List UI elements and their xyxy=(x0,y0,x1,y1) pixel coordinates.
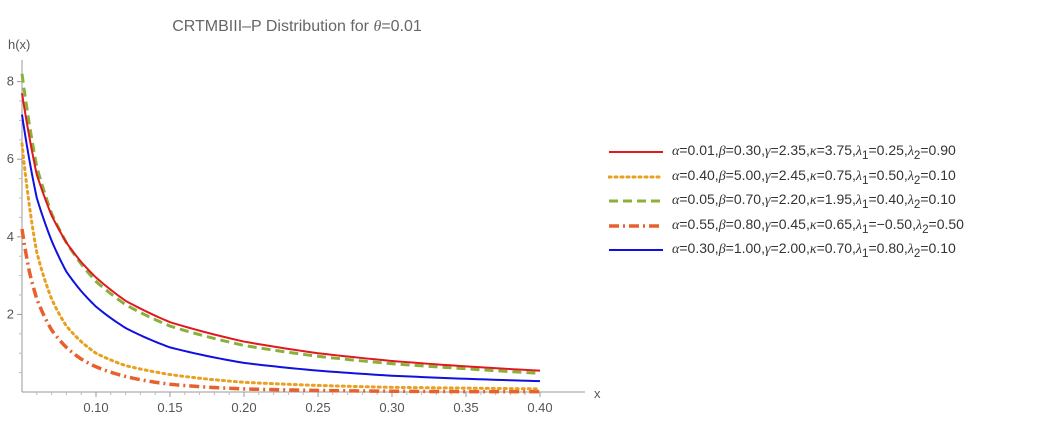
legend-item-1: α=0.01,β=0.30,γ=2.35,κ=3.75,λ1=0.25,λ2=0… xyxy=(608,140,964,165)
series-line-1 xyxy=(21,93,541,372)
x-axis-label: x xyxy=(594,386,601,401)
series-line-4 xyxy=(20,228,540,394)
legend-item-2: α=0.40,β=5.00,γ=2.45,κ=0.75,λ1=0.50,λ2=0… xyxy=(608,165,964,190)
x-tick-label: 0.40 xyxy=(527,400,552,415)
legend-item-5: α=0.30,β=1.00,γ=2.00,κ=0.70,λ1=0.80,λ2=0… xyxy=(608,238,964,263)
x-tick-label: 0.30 xyxy=(379,400,404,415)
legend-label-3: α=0.05,β=0.70,γ=2.20,κ=1.95,λ1=0.40,λ2=0… xyxy=(672,191,956,212)
legend-label-5: α=0.30,β=1.00,γ=2.00,κ=0.70,λ1=0.80,λ2=0… xyxy=(672,240,956,261)
x-tick-label: 0.35 xyxy=(453,400,478,415)
y-axis-label: h(x) xyxy=(8,37,30,52)
legend-swatch-2 xyxy=(608,175,664,179)
legend-swatch-3 xyxy=(609,199,663,203)
y-tick-label: 6 xyxy=(7,151,14,166)
series-line-2 xyxy=(20,142,542,391)
legend-item-3: α=0.05,β=0.70,γ=2.20,κ=1.95,λ1=0.40,λ2=0… xyxy=(608,189,964,214)
legend-swatch-5 xyxy=(609,249,663,252)
y-tick-label: 4 xyxy=(7,229,14,244)
series-line-3 xyxy=(20,73,541,375)
y-tick-label: 2 xyxy=(7,306,14,321)
legend-label-1: α=0.01,β=0.30,γ=2.35,κ=3.75,λ1=0.25,λ2=0… xyxy=(672,142,956,163)
legend: α=0.01,β=0.30,γ=2.35,κ=3.75,λ1=0.25,λ2=0… xyxy=(608,140,964,263)
legend-item-4: α=0.55,β=0.80,γ=0.45,κ=0.65,λ1=−0.50,λ2=… xyxy=(608,214,964,239)
legend-swatch-1 xyxy=(609,151,663,154)
x-tick-label: 0.15 xyxy=(157,400,182,415)
legend-swatch-4 xyxy=(609,224,663,228)
series-line-5 xyxy=(21,114,541,383)
x-tick-label: 0.25 xyxy=(305,400,330,415)
legend-label-2: α=0.40,β=5.00,γ=2.45,κ=0.75,λ1=0.50,λ2=0… xyxy=(672,166,956,187)
x-tick-label: 0.10 xyxy=(83,400,108,415)
chart-title: CRTMBIII–P Distribution for θ=0.01 xyxy=(172,18,422,35)
legend-label-4: α=0.55,β=0.80,γ=0.45,κ=0.65,λ1=−0.50,λ2=… xyxy=(672,215,964,236)
y-tick-label: 8 xyxy=(7,74,14,89)
x-tick-label: 0.20 xyxy=(231,400,256,415)
